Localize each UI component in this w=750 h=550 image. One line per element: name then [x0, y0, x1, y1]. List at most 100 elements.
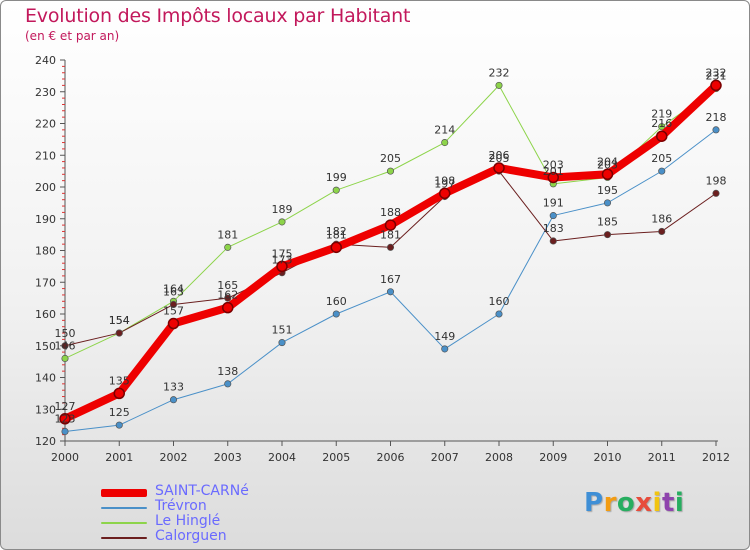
y-tick-label: 120 — [35, 435, 56, 448]
y-tick-label: 190 — [35, 213, 56, 226]
y-tick-label: 220 — [35, 118, 56, 131]
logo-letter: x — [635, 488, 653, 518]
legend-label: Trévron — [155, 498, 207, 514]
data-point-tr-vron — [603, 199, 612, 207]
data-label-le-hingl-: 201 — [543, 165, 564, 178]
data-label-calorguen: 150 — [55, 327, 76, 340]
data-label-tr-vron: 123 — [55, 412, 76, 425]
legend-swatch — [101, 488, 147, 497]
data-point-le-hingl- — [332, 186, 340, 194]
data-point-saint-carn- — [656, 130, 668, 142]
logo-letter: r — [603, 488, 617, 518]
data-label-saint-carn-: 175 — [272, 247, 293, 260]
x-tick-label: 2011 — [648, 451, 676, 464]
data-label-le-hingl-: 164 — [163, 282, 184, 295]
data-label-calorguen: 183 — [543, 222, 564, 235]
data-point-tr-vron — [169, 396, 178, 404]
data-point-calorguen — [658, 227, 666, 236]
data-label-calorguen: 205 — [489, 152, 510, 165]
x-tick-label: 2000 — [51, 451, 79, 464]
data-point-saint-carn- — [601, 168, 614, 181]
legend-label: Calorguen — [155, 528, 227, 544]
data-point-tr-vron — [658, 167, 666, 175]
data-label-le-hingl-: 189 — [272, 203, 293, 216]
data-label-tr-vron: 138 — [217, 365, 238, 378]
logo-letter: i — [652, 488, 662, 518]
data-label-calorguen: 173 — [272, 254, 293, 267]
data-point-calorguen — [603, 231, 612, 239]
data-point-saint-carn- — [710, 79, 722, 92]
data-point-saint-carn- — [59, 413, 71, 425]
y-tick-label: 140 — [35, 372, 56, 385]
data-point-saint-carn- — [493, 162, 505, 174]
data-point-saint-carn- — [276, 260, 288, 273]
data-label-le-hingl-: 205 — [380, 152, 401, 165]
logo-letter: o — [616, 488, 636, 518]
data-point-calorguen — [386, 243, 395, 251]
data-label-le-hingl-: 154 — [109, 314, 130, 327]
x-tick-label: 2005 — [322, 451, 350, 464]
y-tick-label: 180 — [35, 245, 56, 258]
data-label-le-hingl-: 214 — [434, 124, 455, 137]
data-label-saint-carn-: 198 — [434, 174, 455, 187]
y-tick-label: 240 — [35, 54, 56, 67]
legend-label: Le Hinglé — [155, 513, 221, 529]
data-label-tr-vron: 133 — [163, 381, 184, 394]
x-tick-label: 2008 — [485, 451, 513, 464]
data-point-calorguen — [712, 189, 720, 197]
data-label-le-hingl-: 232 — [489, 66, 510, 79]
data-point-saint-carn- — [167, 317, 180, 330]
data-label-tr-vron: 218 — [706, 111, 727, 124]
data-point-le-hingl- — [386, 167, 395, 175]
logo-letter: t — [661, 488, 675, 518]
data-label-calorguen: 181 — [380, 228, 401, 241]
data-point-calorguen — [169, 300, 178, 309]
chart-title: Evolution des Impôts locaux par Habitant — [25, 5, 411, 27]
data-label-saint-carn-: 216 — [651, 117, 672, 130]
data-point-tr-vron — [115, 421, 123, 429]
x-tick-label: 2007 — [431, 451, 459, 464]
data-point-le-hingl- — [224, 243, 232, 251]
data-point-saint-carn- — [113, 387, 125, 400]
y-tick-label: 200 — [35, 181, 56, 194]
data-label-tr-vron: 191 — [543, 197, 564, 210]
data-label-calorguen: 182 — [326, 225, 347, 238]
x-tick-label: 2004 — [268, 451, 296, 464]
data-point-le-hingl- — [441, 139, 449, 147]
data-point-saint-carn- — [330, 241, 342, 254]
data-label-le-hingl-: 146 — [55, 339, 76, 352]
data-point-saint-carn- — [439, 187, 451, 200]
data-point-tr-vron — [278, 339, 286, 347]
data-point-tr-vron — [386, 288, 395, 296]
data-label-saint-carn-: 162 — [217, 289, 238, 302]
data-label-saint-carn-: 157 — [163, 305, 184, 318]
data-label-saint-carn-: 135 — [109, 374, 130, 387]
data-point-tr-vron — [441, 345, 449, 353]
y-tick-label: 170 — [35, 276, 56, 289]
data-label-saint-carn-: 204 — [597, 155, 618, 168]
y-tick-label: 230 — [35, 86, 56, 99]
data-point-calorguen — [224, 294, 232, 302]
data-point-le-hingl- — [658, 123, 666, 131]
legend-label: SAINT-CARNé — [155, 483, 249, 499]
data-label-tr-vron: 149 — [434, 330, 455, 343]
series-line-calorguen — [64, 170, 717, 347]
data-point-saint-carn- — [222, 301, 234, 314]
data-point-tr-vron — [224, 380, 232, 388]
data-label-calorguen: 165 — [217, 279, 238, 292]
data-label-le-hingl-: 219 — [651, 108, 672, 121]
data-point-le-hingl- — [278, 218, 286, 226]
x-tick-label: 2006 — [377, 451, 405, 464]
legend-swatch — [101, 506, 147, 509]
x-tick-label: 2002 — [160, 451, 188, 464]
data-label-saint-carn-: 127 — [55, 400, 76, 413]
data-label-le-hingl-: 203 — [597, 158, 618, 171]
data-point-tr-vron — [495, 310, 503, 318]
x-tick-label: 2009 — [539, 451, 567, 464]
data-label-tr-vron: 195 — [597, 184, 618, 197]
data-point-le-hingl- — [495, 81, 503, 89]
proxiti-logo: Proxiti — [584, 488, 684, 518]
data-label-calorguen: 163 — [163, 285, 184, 298]
data-point-tr-vron — [61, 427, 69, 436]
